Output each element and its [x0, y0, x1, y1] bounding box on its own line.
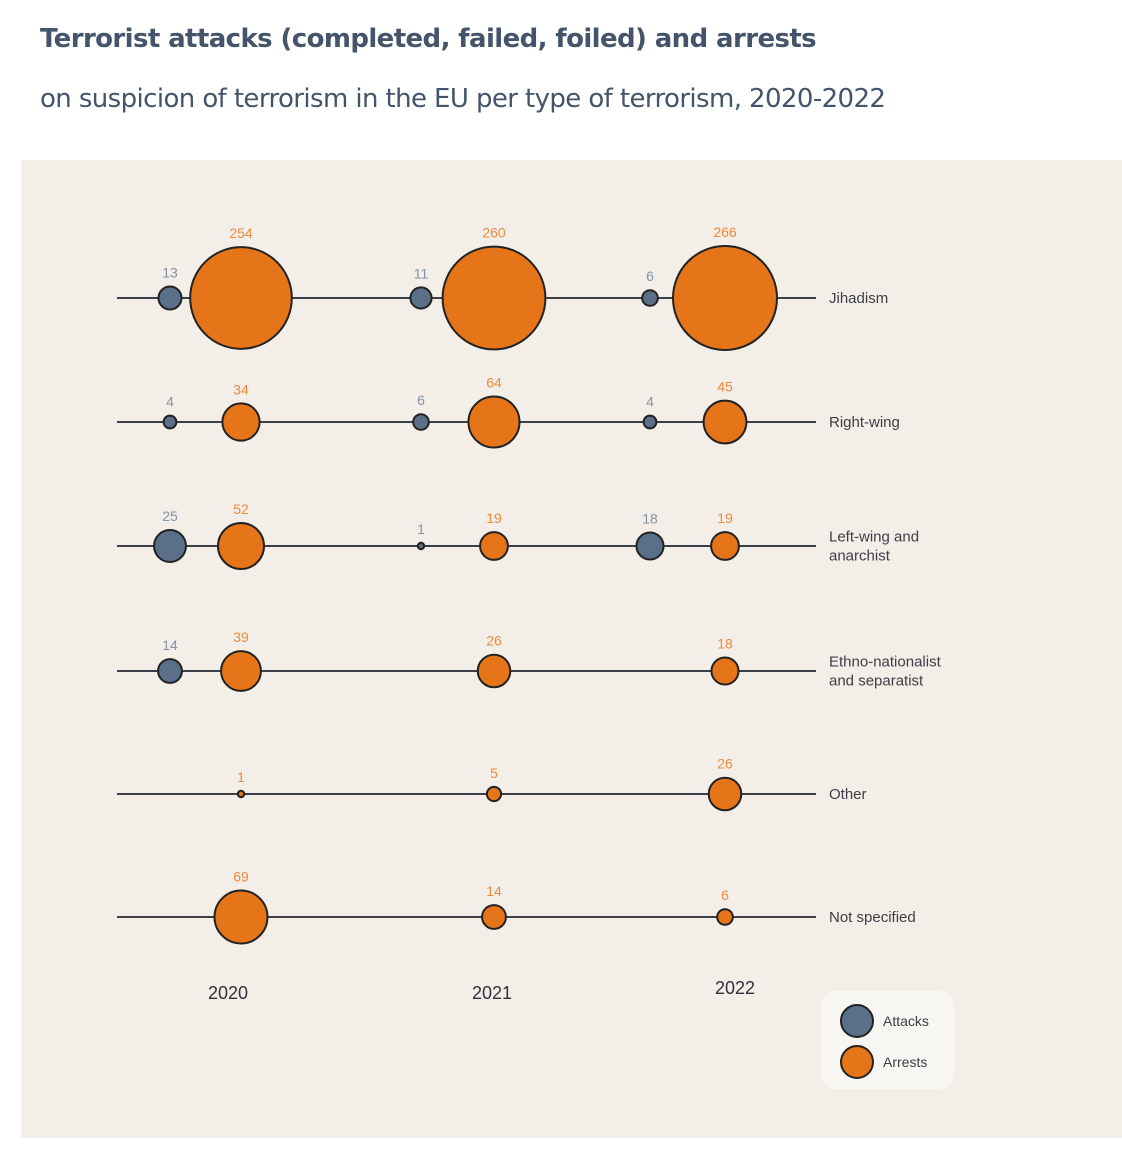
arrests-bubble [710, 531, 740, 561]
arrests-value-label: 19 [717, 510, 733, 526]
attacks-bubble [153, 529, 187, 563]
category-label: Other [829, 786, 867, 803]
arrests-value-label: 260 [482, 225, 506, 241]
arrests-bubble [479, 531, 509, 561]
arrests-bubble [467, 395, 521, 449]
arrests-value-label: 266 [713, 224, 737, 240]
arrests-bubble [220, 650, 262, 692]
arrests-bubble [672, 245, 778, 351]
category-label: Left-wing and [829, 529, 919, 546]
arrests-bubble [221, 402, 261, 442]
arrests-bubble [236, 789, 246, 799]
attacks-bubble [412, 413, 430, 431]
arrests-value-label: 14 [486, 883, 502, 899]
attacks-bubble [162, 414, 178, 430]
attacks-value-label: 1 [417, 521, 425, 537]
arrests-bubble [217, 522, 265, 570]
attacks-bubble [409, 286, 433, 310]
legend-swatch-arrests [840, 1045, 874, 1079]
arrests-value-label: 26 [486, 633, 502, 649]
arrests-value-label: 39 [233, 629, 249, 645]
attacks-value-label: 14 [162, 637, 178, 653]
attacks-bubble [641, 289, 659, 307]
attacks-value-label: 13 [162, 265, 178, 281]
year-label: 2021 [472, 983, 512, 1003]
arrests-value-label: 6 [721, 887, 729, 903]
attacks-value-label: 4 [166, 394, 174, 410]
category-label: Ethno-nationalist [829, 654, 942, 671]
arrests-value-label: 5 [490, 765, 498, 781]
arrests-bubble [485, 785, 503, 803]
year-label: 2020 [208, 983, 248, 1003]
arrests-bubble [707, 776, 743, 812]
arrests-value-label: 34 [233, 381, 249, 397]
attacks-bubble [416, 541, 426, 551]
chart-title: Terrorist attacks (completed, failed, fo… [40, 24, 817, 54]
arrests-value-label: 64 [486, 374, 502, 390]
attacks-bubble [157, 658, 183, 684]
attacks-value-label: 6 [417, 392, 425, 408]
arrests-value-label: 69 [233, 869, 249, 885]
category-label: Jihadism [829, 290, 888, 307]
arrests-bubble [702, 399, 748, 445]
attacks-value-label: 4 [646, 394, 654, 410]
attacks-bubble [157, 285, 183, 311]
attacks-value-label: 18 [642, 510, 658, 526]
legend-box [821, 991, 954, 1089]
arrests-bubble [481, 904, 507, 930]
arrests-bubble [716, 908, 734, 926]
arrests-bubble [710, 656, 740, 686]
arrests-bubble [476, 653, 512, 689]
legend-swatch-attacks [840, 1004, 874, 1038]
year-label: 2022 [715, 978, 755, 998]
legend-label-attacks: Attacks [883, 1013, 929, 1029]
attacks-value-label: 11 [414, 265, 429, 281]
attacks-value-label: 6 [646, 268, 654, 284]
arrests-value-label: 26 [717, 756, 733, 772]
category-label: and separatist [829, 673, 924, 690]
category-label: anarchist [829, 548, 891, 565]
chart-subtitle: on suspicion of terrorism in the EU per … [40, 84, 886, 114]
category-label: Not specified [829, 909, 916, 926]
attacks-bubble [642, 414, 658, 430]
arrests-value-label: 19 [486, 510, 502, 526]
attacks-bubble [635, 531, 665, 561]
legend-label-arrests: Arrests [883, 1054, 927, 1070]
arrests-bubble [189, 246, 293, 350]
arrests-bubble [213, 889, 269, 945]
arrests-value-label: 254 [229, 225, 253, 241]
category-label: Right-wing [829, 414, 900, 431]
arrests-value-label: 1 [237, 769, 245, 785]
arrests-bubble [441, 245, 547, 351]
arrests-value-label: 52 [233, 501, 249, 517]
arrests-value-label: 18 [717, 635, 733, 651]
attacks-value-label: 25 [162, 508, 178, 524]
arrests-value-label: 45 [717, 379, 733, 395]
